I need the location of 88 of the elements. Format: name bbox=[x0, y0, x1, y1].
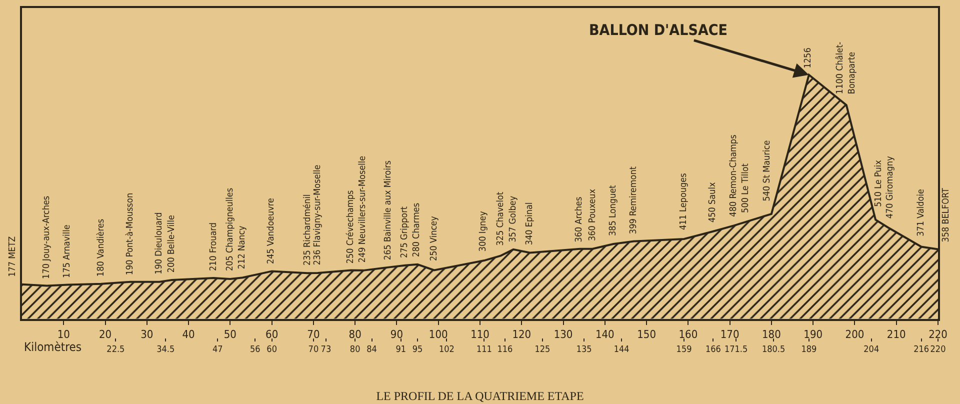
x-tick-label: 210 bbox=[886, 328, 906, 341]
x2-tick-label: 159 bbox=[676, 345, 692, 356]
x2-tick-label: 47 bbox=[212, 345, 223, 356]
x2-tick-label: 111 bbox=[476, 345, 492, 356]
x-tick-label: 10 bbox=[57, 328, 70, 341]
x-tick-label: 100 bbox=[428, 328, 448, 341]
x2-tick-label: 180.5 bbox=[762, 345, 786, 356]
x2-tick-label: 56 bbox=[250, 345, 260, 356]
data-label: 180 Vandières bbox=[96, 218, 107, 277]
data-label: 250 Vincey bbox=[429, 216, 440, 262]
x2-tick-label: 95 bbox=[412, 345, 423, 356]
data-label: 177 METZ bbox=[8, 236, 18, 277]
x2-tick-label: 204 bbox=[864, 345, 880, 356]
x-tick-label: 110 bbox=[470, 328, 490, 341]
data-label: 360 Arches bbox=[574, 196, 585, 242]
x-tick-label: 180 bbox=[762, 328, 781, 341]
data-label: 540 St Maurice bbox=[762, 140, 773, 202]
x2-tick-label: 189 bbox=[801, 345, 817, 356]
data-label: 300 Igney bbox=[478, 210, 489, 252]
x2-tick-label: 166 bbox=[705, 345, 721, 356]
data-label: 245 Vandoeuvre bbox=[266, 198, 277, 264]
data-label: 358 BELFORT bbox=[942, 188, 952, 242]
x-tick-label: 120 bbox=[512, 328, 532, 341]
text: LE PROFIL DE LA QUATRIEME ETAPE bbox=[376, 388, 584, 403]
x-tick-label: 150 bbox=[637, 328, 656, 341]
x-tick-label: 80 bbox=[348, 328, 362, 341]
x2-tick-label: 60 bbox=[266, 345, 277, 356]
x2-tick-label: 102 bbox=[438, 345, 454, 356]
data-label: 200 Belle-Ville bbox=[167, 215, 178, 273]
x2-tick-label: 80 bbox=[350, 345, 360, 356]
data-label: 480 Remon-Champs bbox=[729, 134, 740, 217]
x2-tick-label: 73 bbox=[320, 345, 332, 356]
x2-tick-label: 216 bbox=[914, 345, 930, 356]
x2-tick-label: 84 bbox=[366, 345, 377, 356]
data-label: 265 Bainville aux Miroirs bbox=[384, 160, 394, 260]
x-tick-label: 200 bbox=[845, 328, 864, 341]
data-label: 411 Lepouges bbox=[678, 173, 689, 230]
data-label: 250 Crévechamps bbox=[345, 190, 356, 264]
x-tick-label: 130 bbox=[554, 328, 573, 341]
data-label: 236 Flavigny-sur-Moselle bbox=[313, 164, 324, 266]
x-tick-label: 60 bbox=[266, 328, 278, 341]
x-tick-label: 190 bbox=[804, 328, 823, 341]
data-label: 275 Gripport bbox=[400, 206, 410, 258]
data-label: 500 Le Tillot bbox=[741, 163, 751, 213]
x2-tick-label: 34.5 bbox=[156, 345, 175, 356]
x-tick-label: 30 bbox=[140, 328, 154, 341]
data-label: 360 Pouxeux bbox=[588, 188, 598, 242]
x2-tick-label: 91 bbox=[396, 345, 406, 356]
data-label: 190 Dieulouard bbox=[154, 212, 164, 274]
x-tick-label: 170 bbox=[720, 328, 740, 341]
x-tick-label: 90 bbox=[390, 328, 404, 341]
data-label: 210 Frouard bbox=[209, 222, 220, 272]
x2-tick-label: 220 bbox=[930, 345, 946, 356]
data-label: 340 Epinal bbox=[524, 202, 535, 246]
data-label: 249 Neuvillers-sur-Moselle bbox=[358, 156, 368, 263]
x2-tick-label: 70 bbox=[308, 345, 319, 356]
data-label: 170 Jouy-aux-Arches bbox=[42, 196, 52, 279]
x2-tick-label: 116 bbox=[497, 345, 513, 356]
data-label: 510 Le Puix bbox=[874, 160, 884, 207]
annotation: BALLON D'ALSACE bbox=[589, 21, 728, 39]
data-label: 357 Golbey bbox=[508, 196, 518, 242]
x2-tick-label: 171.5 bbox=[724, 345, 748, 356]
data-label: 371 Valdoie bbox=[916, 188, 926, 236]
x-tick-label: 220 bbox=[928, 328, 948, 341]
data-label: 385 Longuet bbox=[608, 185, 618, 236]
x2-tick-label: 125 bbox=[534, 345, 550, 356]
x-tick-label: 50 bbox=[224, 328, 236, 341]
data-label: 450 Saulx bbox=[708, 182, 718, 223]
x2-tick-label: 22.5 bbox=[106, 345, 125, 356]
data-label: 212 Nancy bbox=[237, 225, 248, 270]
data-label: 280 Charmes bbox=[412, 202, 422, 257]
x2-axis-title: Kilomètres bbox=[24, 340, 82, 354]
x2-tick-label: 144 bbox=[614, 345, 630, 356]
data-label: 325 Chavelot bbox=[496, 192, 506, 246]
data-label: 1256 bbox=[804, 48, 814, 68]
data-label: 470 Giromagny bbox=[885, 156, 896, 219]
x-tick-label: 20 bbox=[98, 328, 112, 341]
x-tick-label: 70 bbox=[307, 328, 320, 341]
x-tick-label: 160 bbox=[678, 328, 698, 341]
x-tick-label: 40 bbox=[182, 328, 195, 341]
data-label: 175 Arnaville bbox=[62, 224, 73, 278]
data-label: 205 Champigneulles bbox=[225, 188, 236, 272]
data-label: 399 Remiremont bbox=[629, 166, 640, 234]
x-tick-label: 140 bbox=[595, 328, 614, 341]
x2-tick-label: 135 bbox=[576, 345, 592, 356]
data-label: 235 Richardménil bbox=[302, 194, 313, 266]
data-label: 190 Pont-à-Mousson bbox=[124, 192, 136, 276]
data-label: 1100 Châlet- Bonaparte bbox=[834, 42, 858, 94]
